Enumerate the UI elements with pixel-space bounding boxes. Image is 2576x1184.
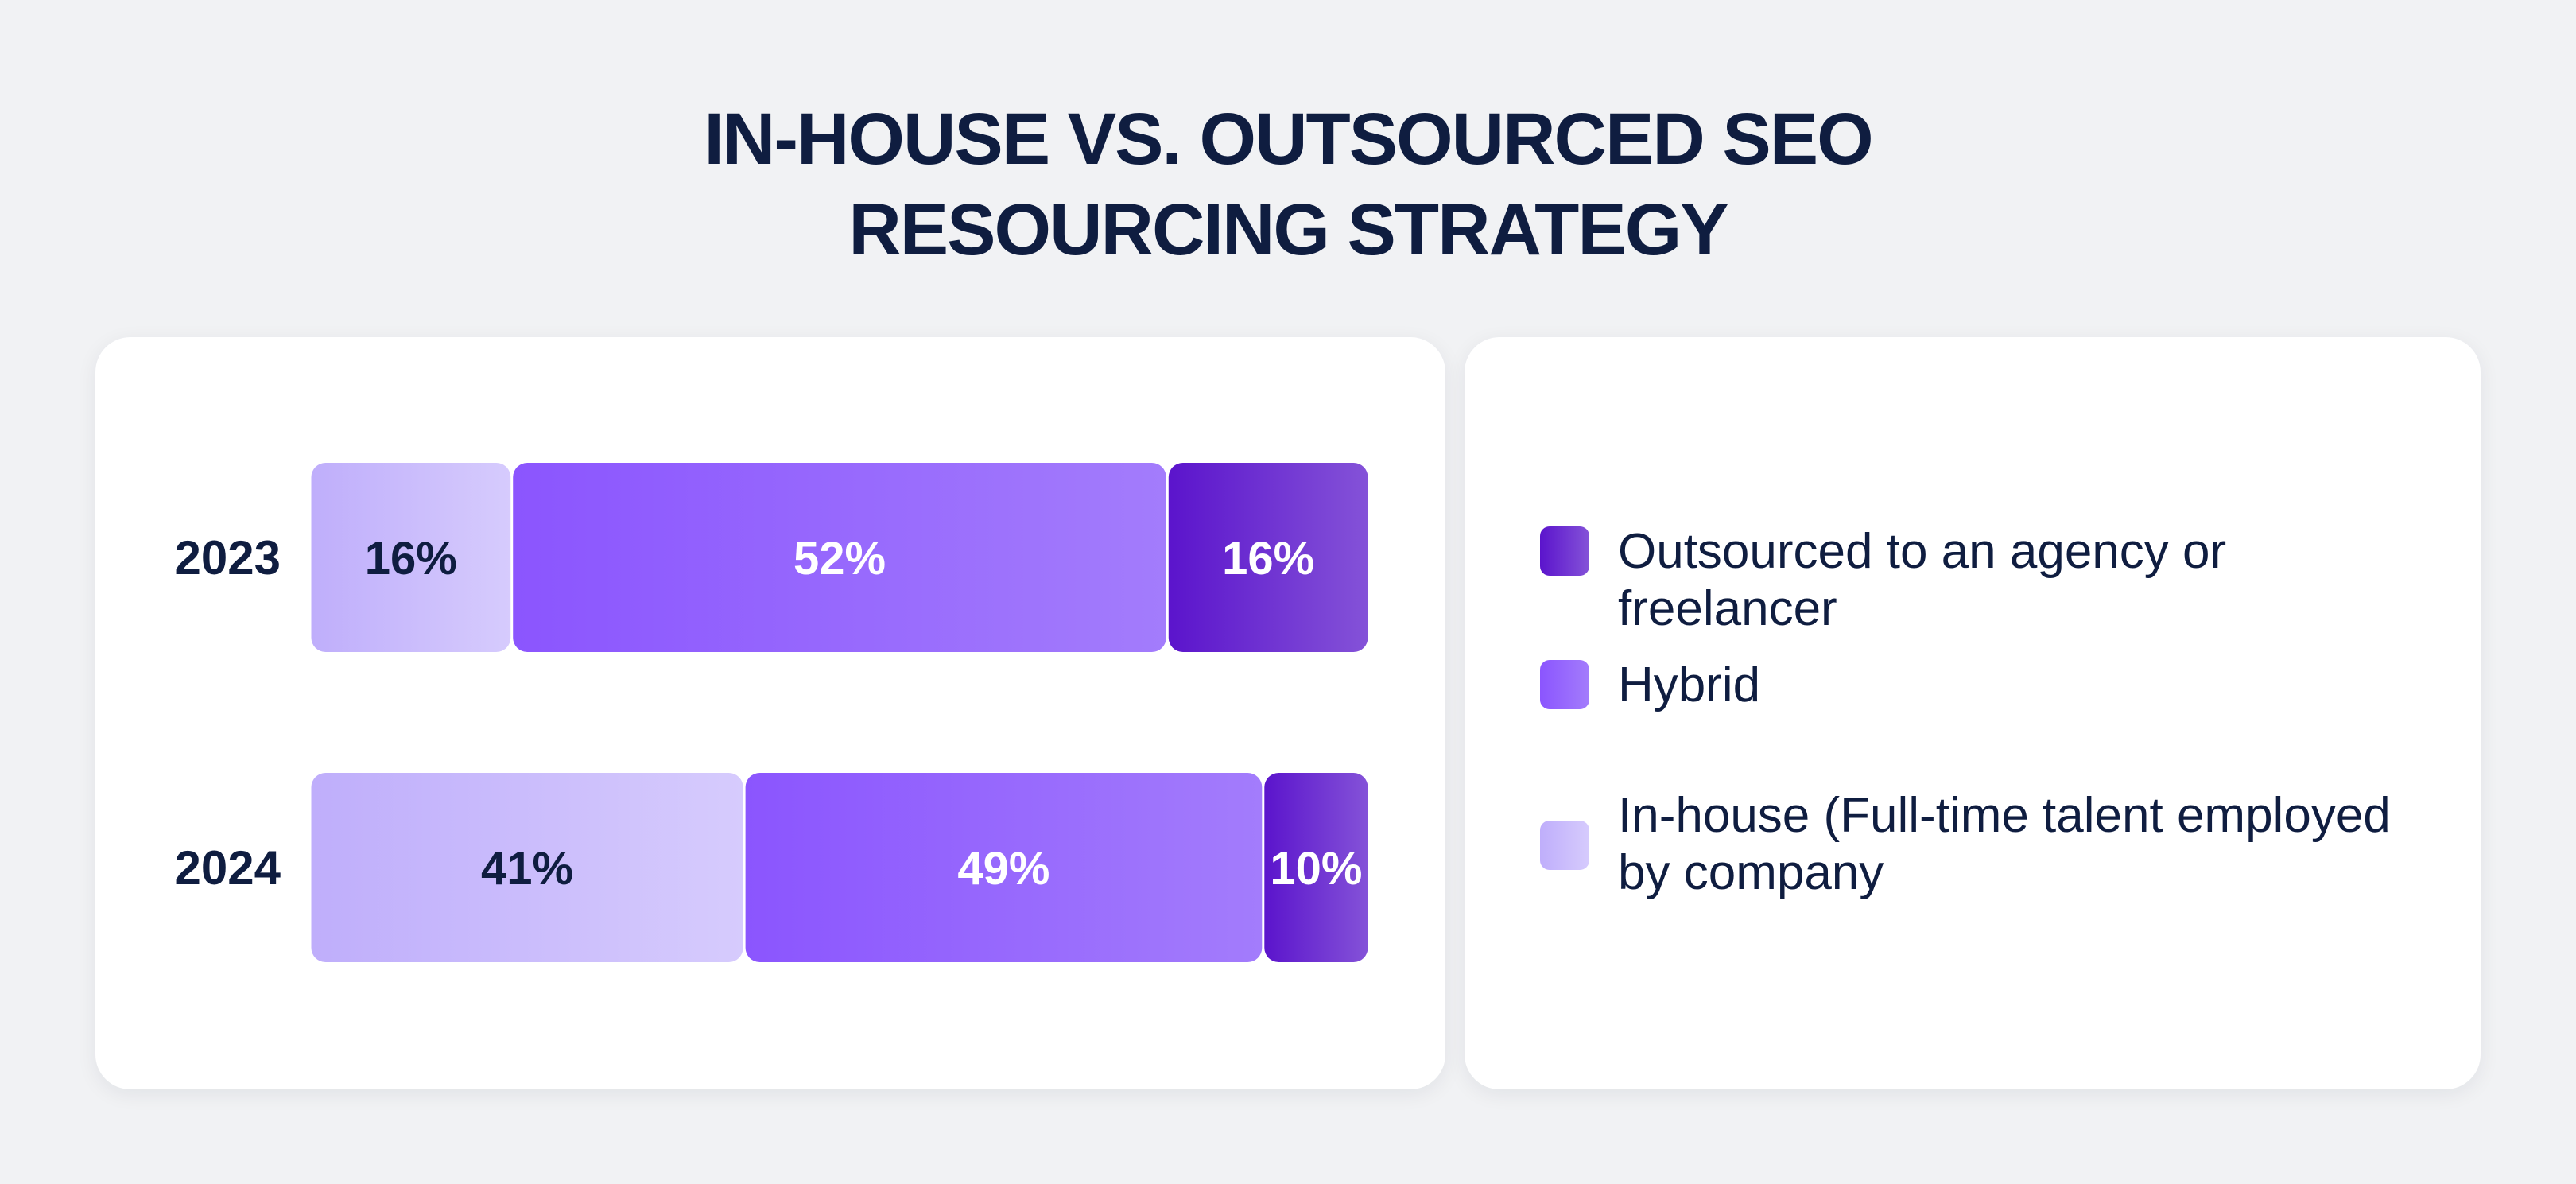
stacked-bar-chart: 2023 16% 52% 16% 2024 41% 49% 10% bbox=[175, 463, 1368, 962]
legend-label-outsourced: Outsourced to an agency or freelancer bbox=[1618, 524, 2227, 636]
category-label-2023: 2023 bbox=[175, 531, 281, 584]
bar-hybrid-2024 bbox=[745, 773, 1263, 962]
category-label-2024: 2024 bbox=[175, 841, 281, 895]
bar-outsourced-2023 bbox=[1168, 463, 1368, 652]
bar-hybrid-2023 bbox=[513, 463, 1166, 652]
data-label-outsourced-2023: 16% bbox=[1222, 533, 1314, 584]
legend-label-hybrid: Hybrid bbox=[1618, 658, 1761, 712]
data-label-inhouse-2024: 41% bbox=[481, 843, 573, 895]
legend-swatch-outsourced bbox=[1540, 526, 1589, 576]
bar-inhouse-2023 bbox=[311, 463, 511, 652]
data-label-outsourced-2024: 10% bbox=[1270, 843, 1362, 895]
legend-label-inhouse: In-house (Full-time talent employed by c… bbox=[1618, 788, 2391, 900]
data-label-inhouse-2023: 16% bbox=[365, 533, 457, 584]
bar-inhouse-2024 bbox=[311, 773, 743, 962]
chart-title-line-2: RESOURCING STRATEGY bbox=[848, 189, 1728, 270]
data-label-hybrid-2024: 49% bbox=[957, 843, 1049, 895]
legend-swatch-hybrid bbox=[1540, 660, 1589, 709]
legend-panel: Outsourced to an agency or freelancer Hy… bbox=[1465, 337, 2481, 1089]
chart-title-line-1: IN-HOUSE VS. OUTSOURCED SEO bbox=[704, 99, 1873, 180]
chart-panel: 2023 16% 52% 16% 2024 41% 49% 10% bbox=[95, 337, 1445, 1089]
legend-swatch-inhouse bbox=[1540, 821, 1589, 870]
data-label-hybrid-2023: 52% bbox=[793, 533, 886, 584]
chart-title: IN-HOUSE VS. OUTSOURCED SEO RESOURCING S… bbox=[0, 94, 2576, 275]
bar-outsourced-2024 bbox=[1264, 773, 1368, 962]
